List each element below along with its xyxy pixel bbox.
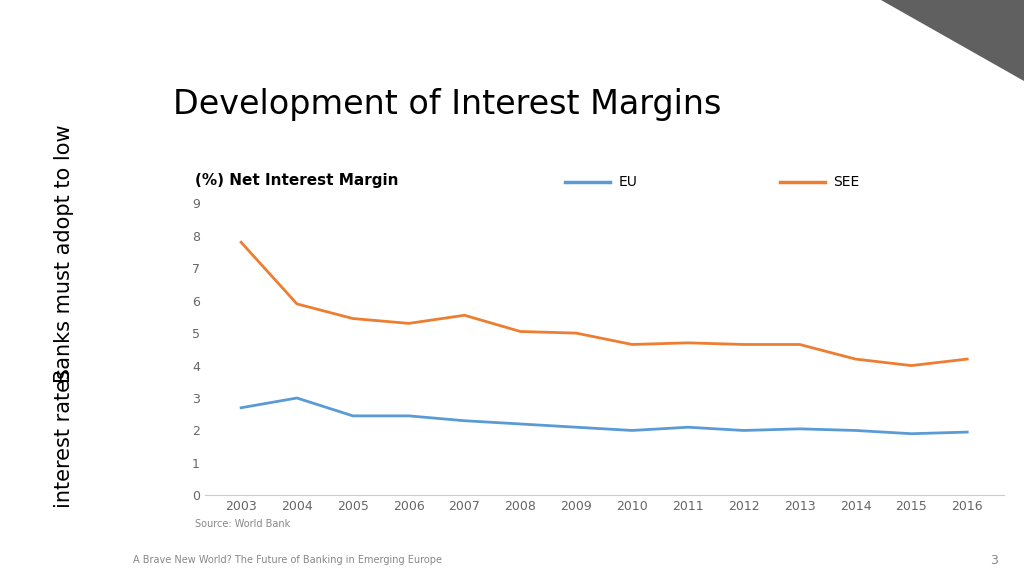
Text: SEE: SEE bbox=[834, 175, 860, 190]
Text: (%) Net Interest Margin: (%) Net Interest Margin bbox=[195, 173, 398, 188]
Text: EU: EU bbox=[618, 175, 638, 190]
Text: Source: World Bank: Source: World Bank bbox=[195, 519, 290, 529]
Text: A Brave New World? The Future of Banking in Emerging Europe: A Brave New World? The Future of Banking… bbox=[133, 555, 442, 565]
Text: 3: 3 bbox=[990, 554, 998, 567]
Polygon shape bbox=[881, 0, 1024, 81]
Text: Development of Interest Margins: Development of Interest Margins bbox=[173, 88, 722, 121]
Text: Banks must adopt to low: Banks must adopt to low bbox=[54, 124, 74, 383]
Text: interest rates: interest rates bbox=[54, 368, 74, 507]
